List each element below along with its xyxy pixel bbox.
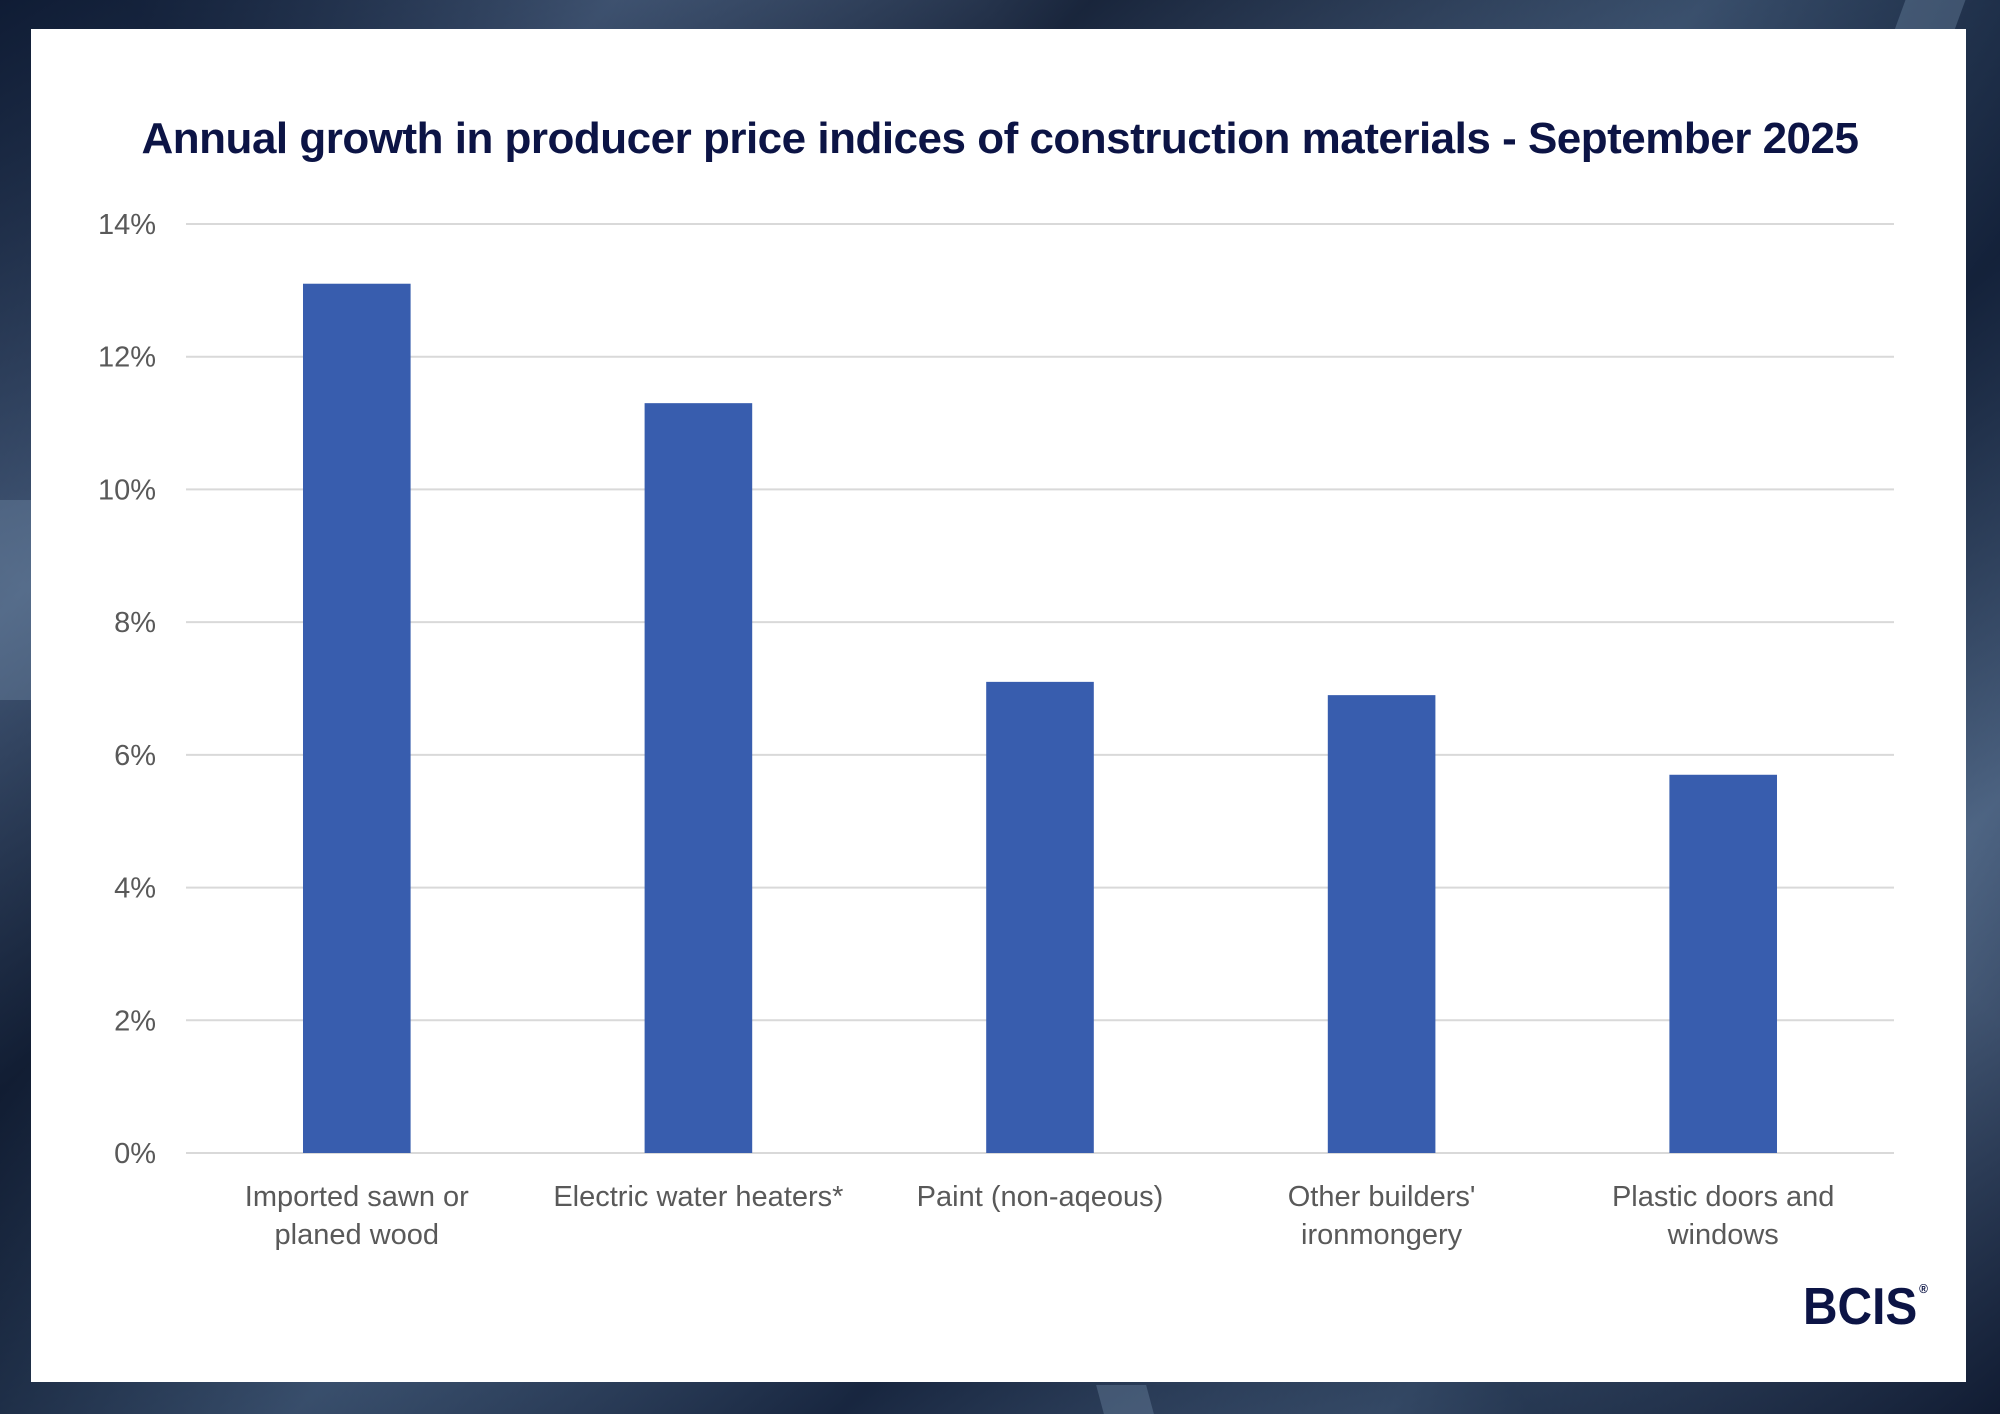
background-facet [0,500,31,700]
y-tick-label: 14% [98,209,156,241]
bar [644,403,753,1153]
bcis-logo: BCIS ® [1803,1277,1928,1337]
bar [1669,774,1778,1153]
chart-title: Annual growth in producer price indices … [141,114,1859,163]
y-tick-label: 6% [114,740,156,772]
logo-text: BCIS [1803,1278,1918,1336]
y-tick-label: 2% [114,1005,156,1037]
y-axis-tick-labels: 0% 2% 4% 6% 8% 10% 12% 14% [98,209,156,1170]
x-category-label: Electric water heaters* [553,1181,843,1213]
bars [302,283,1778,1153]
bar [986,681,1094,1153]
bar [1327,695,1436,1153]
x-axis-category-labels: Imported sawn or planed wood Electric wate… [245,1181,1835,1251]
y-tick-label: 8% [114,607,156,639]
y-tick-label: 10% [98,474,156,506]
x-category-label: Other builders' ironmongery [1288,1181,1476,1251]
x-category-label: Paint (non-aqeous) [917,1181,1164,1213]
x-category-label: Plastic doors and windows [1612,1181,1834,1251]
y-tick-label: 0% [114,1138,156,1170]
x-category-label: Imported sawn or planed wood [245,1181,469,1251]
y-tick-label: 4% [114,873,156,905]
y-tick-label: 12% [98,342,156,374]
registered-mark: ® [1919,1281,1928,1296]
bar [302,283,411,1153]
